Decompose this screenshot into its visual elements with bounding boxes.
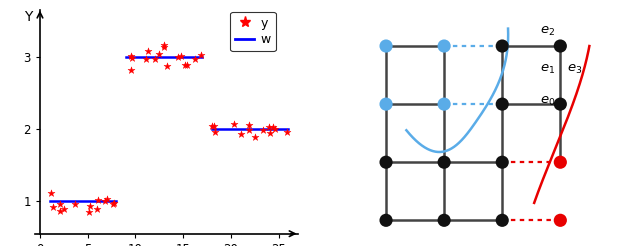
- Text: Y: Y: [24, 10, 33, 24]
- Point: [497, 102, 508, 106]
- Point: [497, 218, 508, 222]
- Point: [55, 202, 65, 206]
- Point: [381, 44, 391, 48]
- Point: [209, 124, 220, 128]
- Point: [439, 218, 449, 222]
- Point: [93, 198, 104, 202]
- Point: [102, 198, 113, 201]
- Point: [439, 44, 449, 48]
- Point: [264, 125, 274, 129]
- Point: [173, 55, 183, 59]
- Point: [84, 204, 95, 208]
- Point: [439, 160, 449, 164]
- Point: [210, 130, 220, 134]
- Point: [236, 132, 246, 136]
- Legend: y, w: y, w: [230, 12, 276, 51]
- Point: [69, 202, 79, 206]
- Point: [269, 127, 280, 131]
- Point: [108, 202, 118, 206]
- Point: [207, 123, 218, 127]
- Text: $e_{3}$: $e_{3}$: [567, 63, 582, 76]
- Point: [250, 135, 260, 139]
- Point: [266, 131, 276, 135]
- Text: $e_{2}$: $e_{2}$: [540, 25, 555, 38]
- Point: [55, 209, 65, 213]
- Point: [268, 125, 278, 129]
- Point: [381, 218, 391, 222]
- Point: [84, 210, 95, 214]
- Point: [109, 200, 120, 204]
- Point: [555, 102, 565, 106]
- Point: [150, 57, 160, 61]
- Point: [555, 218, 565, 222]
- Point: [48, 205, 58, 209]
- Point: [555, 160, 565, 164]
- Point: [126, 54, 136, 58]
- Point: [59, 207, 69, 211]
- Point: [162, 64, 172, 68]
- Point: [258, 128, 268, 132]
- Point: [244, 123, 254, 127]
- Point: [126, 68, 136, 72]
- Point: [143, 49, 153, 53]
- Point: [195, 53, 205, 57]
- Point: [497, 160, 508, 164]
- Point: [180, 63, 191, 67]
- Point: [46, 191, 56, 195]
- Point: [141, 57, 152, 61]
- Text: $e_{1}$: $e_{1}$: [540, 63, 555, 76]
- Point: [190, 57, 200, 61]
- Text: $e_{0}$: $e_{0}$: [540, 95, 556, 108]
- Point: [439, 102, 449, 106]
- Point: [159, 43, 169, 47]
- Point: [282, 130, 292, 134]
- Point: [381, 102, 391, 106]
- Point: [229, 122, 239, 126]
- Point: [244, 128, 255, 132]
- Point: [182, 63, 193, 67]
- Point: [497, 44, 508, 48]
- Point: [154, 52, 164, 56]
- Point: [92, 207, 102, 211]
- Point: [381, 160, 391, 164]
- Point: [127, 56, 137, 60]
- Point: [100, 199, 110, 203]
- Point: [176, 54, 186, 58]
- Point: [555, 44, 565, 48]
- Point: [159, 45, 169, 49]
